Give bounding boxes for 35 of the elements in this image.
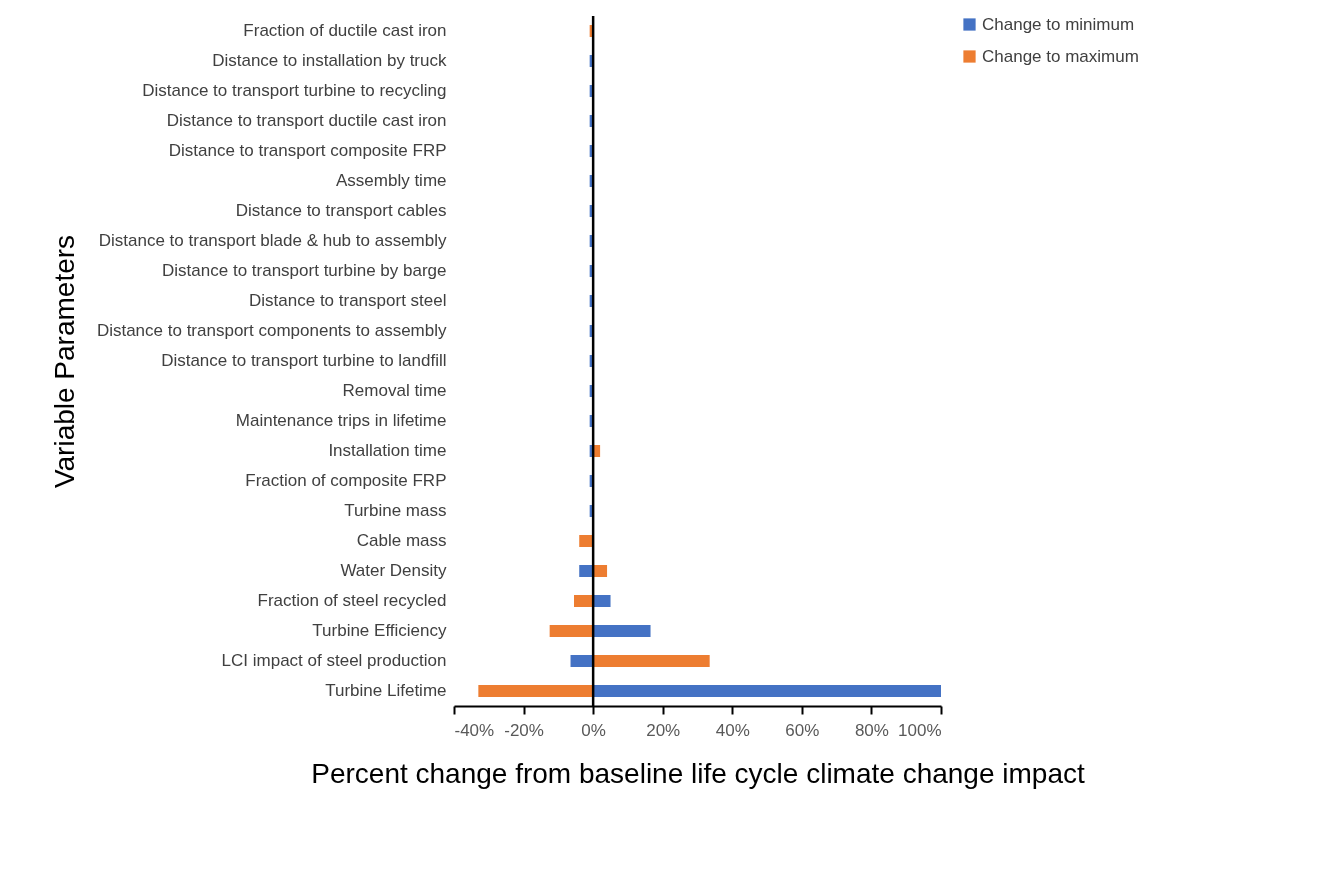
y-tick-label: Distance to transport ductile cast iron	[166, 111, 447, 130]
x-tick-label: 0%	[581, 720, 606, 740]
x-axis-title: Percent change from baseline life cycle climate change impact	[311, 757, 1085, 789]
y-tick-label: Distance to transport composite FRP	[168, 141, 447, 160]
y-tick-label: Distance to transport turbine to landfill	[161, 351, 447, 370]
x-tick-label: 80%	[854, 720, 889, 740]
y-tick-label: LCI impact of steel production	[221, 651, 447, 670]
y-tick-label: Fraction of composite FRP	[245, 471, 447, 490]
y-tick-label: Cable mass	[356, 531, 447, 550]
y-tick-label: Distance to transport steel	[249, 291, 447, 310]
y-tick-label: Distance to transport turbine to recycling	[142, 81, 447, 100]
y-tick-label: Distance to transport blade & hub to assembly	[98, 231, 447, 250]
y-tick-label: Distance to transport turbine by barge	[162, 261, 447, 280]
y-tick-label: Distance to installation by truck	[212, 51, 447, 70]
x-tick-label: -20%	[504, 720, 544, 740]
y-tick-label: Maintenance trips in lifetime	[235, 411, 447, 430]
y-axis-title: Variable Parameters	[48, 234, 80, 489]
x-tick-label: 60%	[785, 720, 820, 740]
y-tick-label: Turbine mass	[344, 501, 447, 520]
y-tick-label: Fraction of steel recycled	[257, 591, 447, 610]
x-tick-label: 100%	[898, 720, 942, 740]
y-tick-label: Installation time	[328, 441, 447, 460]
x-tick-label: -40%	[454, 720, 495, 740]
y-tick-label: Assembly time	[335, 171, 447, 190]
y-tick-label: Removal time	[342, 381, 447, 400]
x-tick-label: 20%	[646, 720, 681, 740]
y-tick-label: Fraction of ductile cast iron	[243, 21, 447, 40]
legend-label: Change to minimum	[982, 14, 1135, 34]
y-tick-label: Turbine Efficiency	[312, 621, 447, 640]
y-tick-label: Turbine Lifetime	[325, 681, 447, 700]
y-tick-label: Distance to transport components to assembly	[96, 321, 447, 340]
x-tick-label: 40%	[715, 720, 750, 740]
legend-label: Change to maximum	[982, 46, 1139, 66]
y-tick-label: Distance to transport cables	[235, 201, 447, 220]
y-tick-label: Water Density	[340, 561, 447, 580]
